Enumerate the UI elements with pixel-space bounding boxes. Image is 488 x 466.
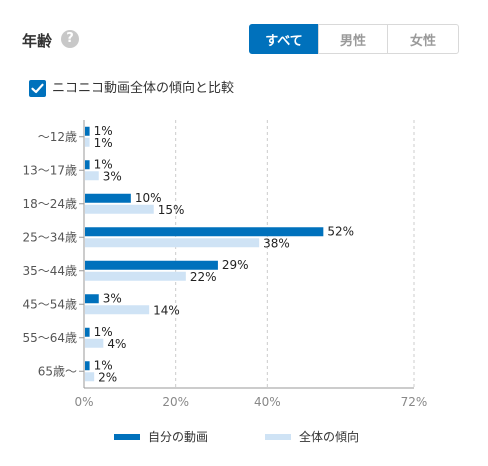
tab-female[interactable]: 女性 [387,24,459,54]
tab-male[interactable]: 男性 [318,24,388,54]
data-label-own: 10% [135,191,162,205]
data-label-overall: 15% [158,203,185,217]
category-label: 25〜34歳 [22,230,77,244]
data-label-own: 1% [94,124,113,138]
category-label: 13〜17歳 [22,163,77,177]
data-label-own: 29% [222,258,249,272]
legend-label-overall: 全体の傾向 [299,430,360,444]
data-label-overall: 3% [103,169,122,183]
tab-all[interactable]: すべて [249,24,319,54]
legend-swatch-overall [265,433,291,440]
section-title: 年齢 [22,32,53,50]
bar-own [85,160,90,170]
bar-overall [85,372,95,382]
question-circle-icon[interactable]: ? [61,30,79,48]
bar-own [85,294,99,304]
x-tick-label: 20% [162,395,189,409]
category-label: 65歳〜 [38,364,77,378]
legend-swatch-own [114,433,140,440]
x-tick-label: 40% [254,395,281,409]
data-label-overall: 1% [94,136,113,150]
bar-overall [85,271,186,281]
bar-overall [85,137,90,147]
data-label-own: 1% [94,325,113,339]
data-label-overall: 22% [190,270,217,284]
bar-overall [85,204,154,214]
gender-filter: すべて 男性 女性 [249,24,459,54]
data-label-overall: 14% [153,303,180,317]
bar-own [85,227,324,237]
data-label-overall: 38% [263,236,290,250]
legend-label-own: 自分の動画 [148,430,209,444]
legend-item-overall: 全体の傾向 [265,428,359,445]
category-label: 55〜64歳 [22,331,77,345]
data-label-overall: 4% [107,337,126,351]
x-tick-label: 72% [401,395,428,409]
checkmark-icon [31,83,44,94]
compare-checkbox[interactable] [29,80,46,97]
x-tick-label: 0% [74,395,93,409]
bar-overall [85,171,99,181]
data-label-overall: 2% [98,370,117,384]
category-label: 45〜54歳 [22,297,77,311]
category-label: 〜12歳 [38,130,77,144]
bar-overall [85,338,104,348]
bar-own [85,327,90,337]
data-label-own: 3% [103,291,122,305]
category-label: 35〜44歳 [22,264,77,278]
bar-own [85,361,90,371]
bar-overall [85,305,150,315]
data-label-own: 1% [94,157,113,171]
compare-label: ニコニコ動画全体の傾向と比較 [52,81,235,96]
category-label: 18〜24歳 [22,197,77,211]
data-label-own: 1% [94,358,113,372]
data-label-own: 52% [327,224,354,238]
legend-item-own: 自分の動画 [114,428,208,445]
bar-overall [85,238,260,248]
bar-own [85,260,218,270]
bar-own [85,126,90,136]
bar-own [85,193,131,203]
